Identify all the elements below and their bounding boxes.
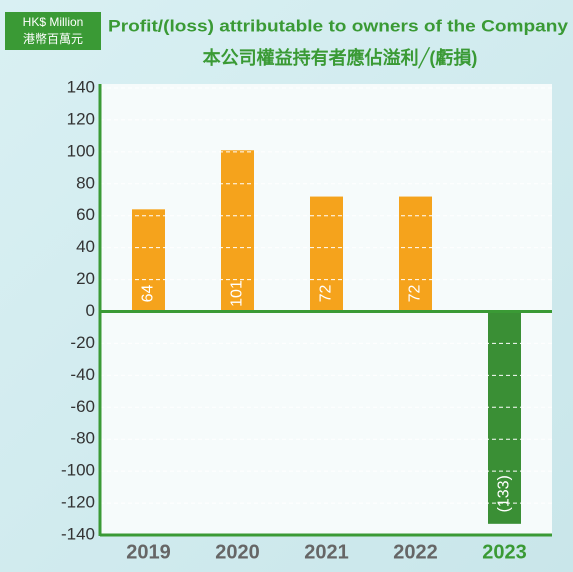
y-tick-label: -40 — [70, 365, 95, 384]
bar — [221, 150, 254, 312]
bar — [132, 209, 165, 312]
chart-title: Profit/(loss) attributable to owners of … — [108, 16, 569, 35]
y-tick-label: 100 — [67, 141, 95, 160]
y-tick-label: 80 — [76, 173, 95, 192]
y-tick-label: -80 — [70, 429, 95, 448]
x-tick-label: 2023 — [482, 541, 527, 563]
x-tick-label: 2021 — [304, 541, 349, 563]
x-tick-label: 2020 — [215, 541, 260, 563]
value-label: (133) — [496, 475, 513, 512]
y-tick-label: 60 — [76, 205, 95, 224]
value-label: 72 — [318, 285, 335, 303]
y-tick-label: -100 — [61, 461, 95, 480]
y-tick-label: -140 — [61, 524, 95, 543]
x-tick-label: 2022 — [393, 541, 438, 563]
bar — [488, 311, 521, 524]
unit-label: 港幣百萬元 — [23, 32, 83, 46]
y-tick-label: 140 — [67, 77, 95, 96]
chart-subtitle: 本公司權益持有者應佔溢利╱(虧損) — [203, 47, 478, 69]
value-label: 72 — [407, 285, 424, 303]
y-tick-label: 40 — [76, 237, 95, 256]
y-tick-label: -60 — [70, 397, 95, 416]
unit-box — [5, 12, 101, 50]
y-tick-label: 20 — [76, 269, 95, 288]
y-tick-label: 120 — [67, 109, 95, 128]
unit-label: HK$ Million — [23, 15, 84, 29]
y-tick-label: -20 — [70, 333, 95, 352]
x-tick-label: 2019 — [126, 541, 171, 563]
y-tick-label: 0 — [86, 301, 95, 320]
value-label: 101 — [229, 280, 246, 307]
value-label: 64 — [140, 285, 157, 303]
y-tick-label: -120 — [61, 493, 95, 512]
